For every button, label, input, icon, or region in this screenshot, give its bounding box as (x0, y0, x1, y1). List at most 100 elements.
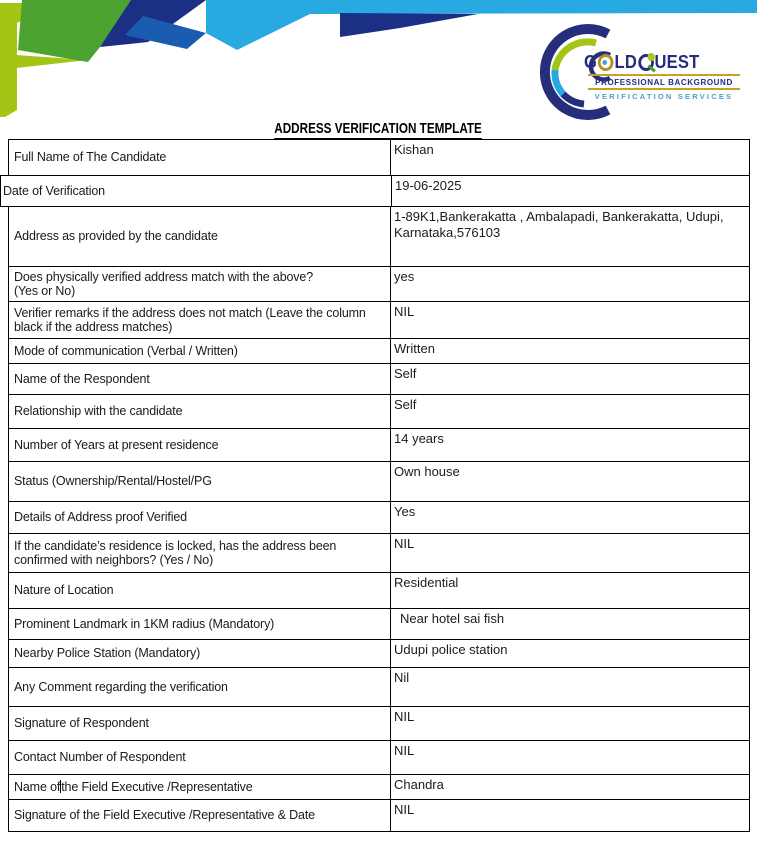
field-value: Self (394, 366, 417, 381)
field-label: Name of (14, 779, 61, 794)
table-row: Nature of Location Residential (9, 573, 749, 609)
field-value-cell: NIL (391, 302, 749, 338)
field-value-cell: 1-89K1,Bankerakatta , Ambalapadi, Banker… (391, 207, 749, 266)
brand-letters: G (584, 52, 598, 72)
field-label-cell: Address as provided by the candidate (9, 207, 391, 266)
table-row: If the candidate’s residence is locked, … (9, 534, 749, 573)
field-label-cell: Does physically verified address match w… (9, 267, 391, 301)
field-value: 19-06-2025 (395, 178, 462, 193)
field-value: NIL (394, 709, 415, 724)
field-value-cell: Written (391, 339, 749, 363)
field-label-cell: Prominent Landmark in 1KM radius (Mandat… (9, 609, 391, 639)
field-value-cell: yes (391, 267, 749, 301)
field-label-line2: the Field Executive /Representative (61, 779, 253, 794)
brand-letters: LD (614, 52, 638, 72)
gold-o-ring-icon (597, 54, 614, 71)
field-value: 1-89K1,Bankerakatta , Ambalapadi, Banker… (394, 209, 724, 240)
field-label: Full Name of The Candidate (14, 150, 167, 165)
field-label-cell: Number of Years at present residence (9, 429, 391, 461)
field-value-cell: Yes (391, 502, 749, 533)
text-cursor-caret (60, 779, 62, 793)
field-value: NIL (394, 304, 415, 319)
field-value: NIL (394, 743, 415, 758)
field-label: Name of the Respondent (14, 371, 150, 386)
goldquest-logo: G LD UEST PROFESSIONAL BACKGROUND VERIFICA… (536, 24, 752, 122)
field-label: Any Comment regarding the verification (14, 679, 228, 694)
field-value: Own house (394, 464, 460, 479)
field-value-cell: Self (391, 364, 749, 394)
table-row: Signature of the Field Executive /Repres… (9, 800, 749, 831)
field-label: Contact Number of Respondent (14, 750, 186, 765)
page-title: ADDRESS VERIFICATION TEMPLATE (0, 120, 757, 140)
field-value-cell: Udupi police station (391, 640, 749, 667)
brand-letters: UEST (654, 52, 700, 72)
field-label-cell: If the candidate’s residence is locked, … (9, 534, 391, 572)
field-value-cell: NIL (391, 741, 749, 774)
field-label: Date of Verification (3, 183, 105, 198)
field-label: Prominent Landmark in 1KM radius (Mandat… (14, 616, 275, 631)
field-value: NIL (394, 536, 415, 551)
field-value-cell: Near hotel sai fish (391, 609, 749, 639)
field-label-cell: Details of Address proof Verified (9, 502, 391, 533)
field-label: Status (Ownership/Rental/Hostel/PG (14, 474, 212, 489)
banner-shapes-svg (0, 0, 757, 117)
brand-wordmark: G LD UEST (584, 52, 699, 73)
field-label-cell: Signature of the Field Executive /Repres… (9, 800, 391, 831)
field-label: Number of Years at present residence (14, 437, 219, 452)
field-value: yes (394, 269, 415, 284)
table-row: Details of Address proof Verified Yes (9, 502, 749, 534)
field-value-cell: Nil (391, 668, 749, 706)
field-value: 14 years (394, 431, 444, 446)
field-label-cell: Status (Ownership/Rental/Hostel/PG (9, 462, 391, 501)
field-value: NIL (394, 802, 415, 817)
field-value-cell: 19-06-2025 (392, 176, 749, 206)
field-label-cell: Any Comment regarding the verification (9, 668, 391, 706)
field-value-cell: Residential (391, 573, 749, 608)
quest-q-ring-icon (637, 53, 655, 71)
table-row: Prominent Landmark in 1KM radius (Mandat… (9, 609, 749, 640)
field-label-cell: Nearby Police Station (Mandatory) (9, 640, 391, 667)
field-value-cell: NIL (391, 800, 749, 831)
table-row: Date of Verification 19-06-2025 (0, 175, 749, 207)
table-row: Number of Years at present residence 14 … (9, 429, 749, 462)
table-row: Contact Number of Respondent NIL (9, 741, 749, 775)
field-value-cell: Own house (391, 462, 749, 501)
table-row: Name of the Respondent Self (9, 364, 749, 395)
field-label-cell: Date of Verification (1, 176, 392, 206)
tagline-professional-background: PROFESSIONAL BACKGROUND (588, 74, 740, 90)
table-row: Does physically verified address match w… (9, 267, 749, 302)
table-row: Address as provided by the candidate 1-8… (9, 207, 749, 267)
table-row: Nearby Police Station (Mandatory) Udupi … (9, 640, 749, 668)
field-label: Signature of Respondent (14, 716, 149, 731)
field-label-cell: Name ofthe Field Executive /Representati… (9, 775, 391, 799)
field-label: Relationship with the candidate (14, 404, 183, 419)
field-value-cell: NIL (391, 534, 749, 572)
field-value-cell: Chandra (391, 775, 749, 799)
table-row: Any Comment regarding the verification N… (9, 668, 749, 707)
field-label: Nature of Location (14, 583, 114, 598)
table-row: Full Name of The Candidate Kishan (9, 140, 749, 175)
field-label-cell: Nature of Location (9, 573, 391, 608)
field-label-cell: Verifier remarks if the address does not… (9, 302, 391, 338)
field-value: Yes (394, 504, 416, 519)
field-label: Mode of communication (Verbal / Written) (14, 343, 238, 358)
table-row: Mode of communication (Verbal / Written)… (9, 339, 749, 364)
table-row: Status (Ownership/Rental/Hostel/PG Own h… (9, 462, 749, 502)
field-value-cell: Self (391, 395, 749, 428)
field-label-cell: Mode of communication (Verbal / Written) (9, 339, 391, 363)
field-label-line2: (Yes or No) (14, 284, 76, 298)
field-value: Near hotel sai fish (400, 611, 505, 626)
field-value: Nil (394, 670, 410, 685)
logo-taglines: PROFESSIONAL BACKGROUND VERIFICATION SER… (588, 74, 740, 101)
tagline-verification-services: VERIFICATION SERVICES (594, 92, 734, 101)
field-label: Details of Address proof Verified (14, 510, 187, 525)
field-label: Verifier remarks if the address does not… (14, 305, 366, 335)
field-label-cell: Name of the Respondent (9, 364, 391, 394)
table-row: Verifier remarks if the address does not… (9, 302, 749, 339)
field-value: Written (394, 341, 435, 356)
field-label-cell: Contact Number of Respondent (9, 741, 391, 774)
field-value-cell: NIL (391, 707, 749, 740)
field-label-cell: Full Name of The Candidate (9, 140, 391, 175)
field-value-cell: 14 years (391, 429, 749, 461)
